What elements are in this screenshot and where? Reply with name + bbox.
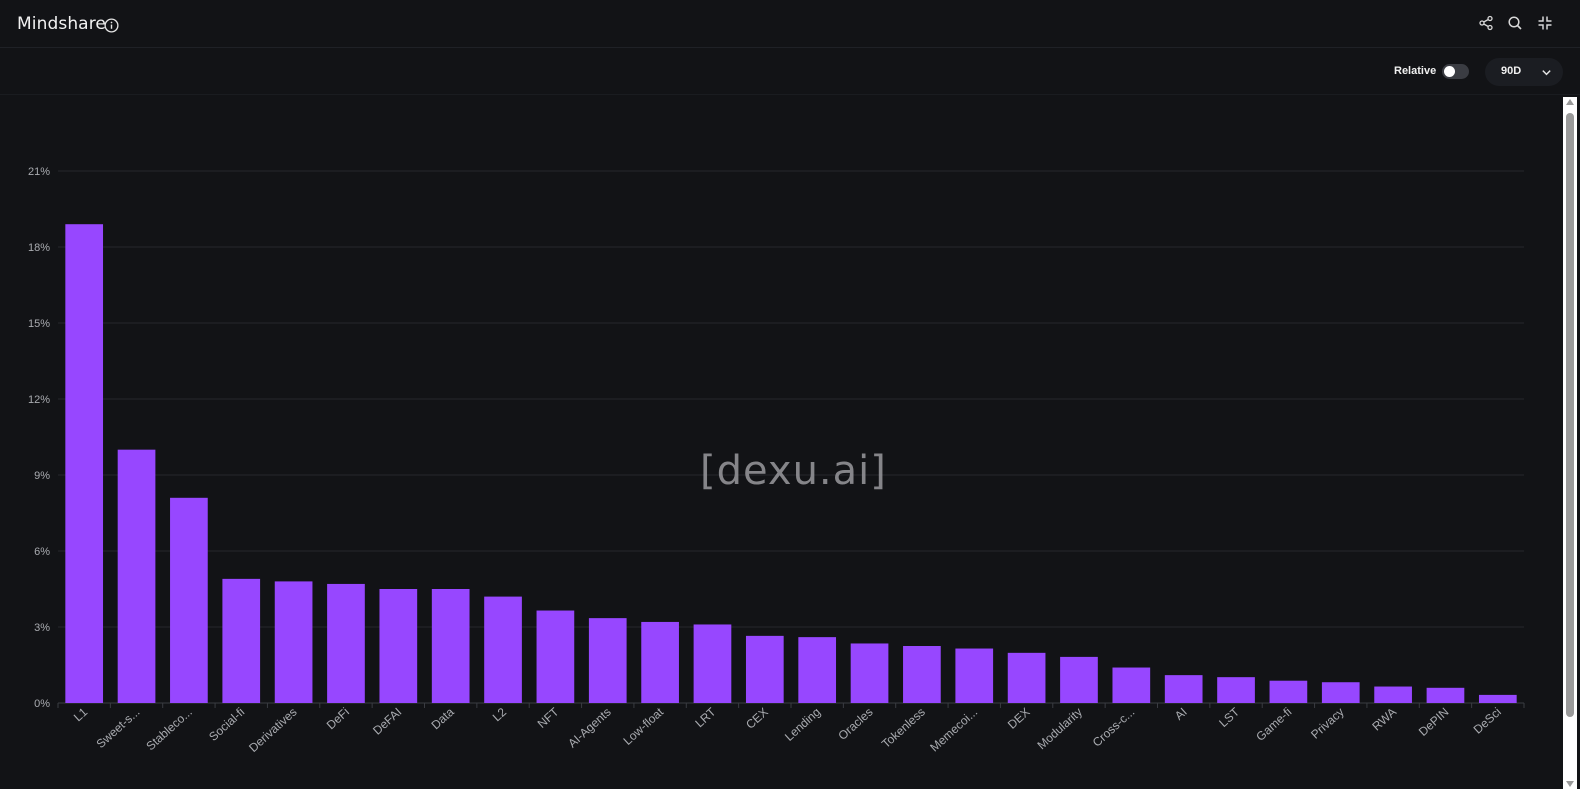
bar bbox=[536, 610, 575, 703]
search-icon[interactable] bbox=[1507, 15, 1523, 31]
bar bbox=[274, 581, 313, 703]
relative-toggle[interactable] bbox=[1442, 64, 1469, 79]
x-tick-label: Lending bbox=[782, 705, 823, 744]
collapse-icon[interactable] bbox=[1537, 15, 1553, 31]
time-range-value: 90D bbox=[1501, 65, 1522, 77]
x-tick-label: Social-fi bbox=[206, 705, 247, 744]
panel-title: Mindshare bbox=[17, 14, 106, 34]
bar bbox=[588, 618, 627, 703]
bar bbox=[693, 624, 732, 703]
bar bbox=[798, 637, 837, 703]
bar bbox=[327, 583, 365, 703]
bar bbox=[1321, 682, 1360, 703]
x-tick-label: CEX bbox=[743, 705, 771, 732]
x-tick-label: Data bbox=[428, 705, 456, 733]
dexu-watermark: [dexu.ai] bbox=[700, 448, 887, 494]
bar bbox=[955, 648, 994, 703]
bar bbox=[1478, 694, 1517, 703]
time-range-select[interactable]: 90D bbox=[1485, 58, 1563, 86]
y-tick-label: 9% bbox=[34, 470, 50, 482]
scroll-up-arrow-icon[interactable] bbox=[1566, 99, 1574, 105]
x-tick-label: DeSci bbox=[1471, 705, 1504, 737]
x-tick-label: NFT bbox=[535, 704, 562, 730]
x-tick-label: Modularity bbox=[1034, 705, 1085, 752]
bar bbox=[1007, 652, 1046, 703]
x-tick-label: LRT bbox=[692, 704, 719, 730]
x-tick-label: DeFAI bbox=[370, 705, 404, 738]
y-tick-label: 3% bbox=[34, 622, 50, 634]
bar bbox=[850, 643, 889, 703]
x-tick-label: Game-fi bbox=[1253, 705, 1294, 744]
scrollbar-thumb[interactable] bbox=[1566, 113, 1574, 717]
bar bbox=[379, 589, 418, 703]
chart-toolbar: Relative 90D bbox=[0, 48, 1580, 95]
x-tick-label: LST bbox=[1216, 704, 1242, 730]
x-tick-label: Stableco... bbox=[143, 705, 195, 753]
vertical-scrollbar[interactable] bbox=[1563, 97, 1577, 789]
x-tick-label: Cross-c... bbox=[1090, 705, 1138, 750]
bar bbox=[170, 497, 208, 703]
y-tick-label: 6% bbox=[34, 546, 50, 558]
x-tick-label: L1 bbox=[71, 705, 91, 725]
relative-label: Relative bbox=[1394, 65, 1437, 77]
bar bbox=[1374, 686, 1412, 703]
scroll-down-arrow-icon[interactable] bbox=[1566, 781, 1574, 787]
bar bbox=[1217, 677, 1255, 703]
bar bbox=[903, 646, 941, 703]
x-tick-label: Tokenless bbox=[879, 705, 928, 751]
info-icon[interactable] bbox=[104, 18, 119, 33]
x-tick-label: DEX bbox=[1005, 705, 1033, 732]
x-tick-label: Sweet-s... bbox=[94, 705, 143, 751]
bar bbox=[484, 596, 522, 703]
x-tick-label: Memecoi... bbox=[927, 705, 980, 755]
panel-header: Mindshare bbox=[0, 0, 1580, 48]
x-tick-label: Privacy bbox=[1308, 705, 1347, 742]
bar bbox=[65, 224, 104, 703]
chevron-down-icon bbox=[1542, 70, 1551, 76]
x-tick-label: AI-Agents bbox=[565, 705, 614, 751]
y-tick-label: 0% bbox=[34, 698, 50, 710]
x-tick-label: L2 bbox=[490, 705, 510, 725]
x-tick-label: Oracles bbox=[835, 705, 875, 743]
mindshare-bar-chart: 0% 3% 6% 9% 12% 15% 18% 21% L1 Sweet-s... Stableco… bbox=[28, 166, 1525, 755]
bar bbox=[1426, 687, 1465, 703]
y-tick-label: 12% bbox=[28, 394, 50, 406]
share-icon[interactable] bbox=[1478, 15, 1494, 31]
y-tick-label: 21% bbox=[28, 166, 50, 178]
bar bbox=[222, 578, 261, 703]
x-tick-label: RWA bbox=[1369, 705, 1399, 734]
y-tick-label: 18% bbox=[28, 242, 50, 254]
x-tick-label: AI bbox=[1172, 705, 1190, 723]
x-tick-label: DePIN bbox=[1416, 705, 1452, 739]
x-tick-label: Derivatives bbox=[246, 705, 299, 755]
x-tick-label: Low-float bbox=[621, 704, 667, 747]
bar bbox=[641, 621, 679, 703]
bar bbox=[1112, 667, 1151, 703]
bar bbox=[431, 589, 470, 703]
y-tick-label: 15% bbox=[28, 318, 50, 330]
toggle-knob bbox=[1444, 66, 1455, 77]
x-tick-label: DeFi bbox=[324, 705, 352, 732]
bar bbox=[1269, 680, 1308, 703]
bar bbox=[1164, 675, 1203, 703]
bar bbox=[745, 635, 784, 703]
bar bbox=[1060, 656, 1098, 703]
bar bbox=[117, 449, 156, 703]
